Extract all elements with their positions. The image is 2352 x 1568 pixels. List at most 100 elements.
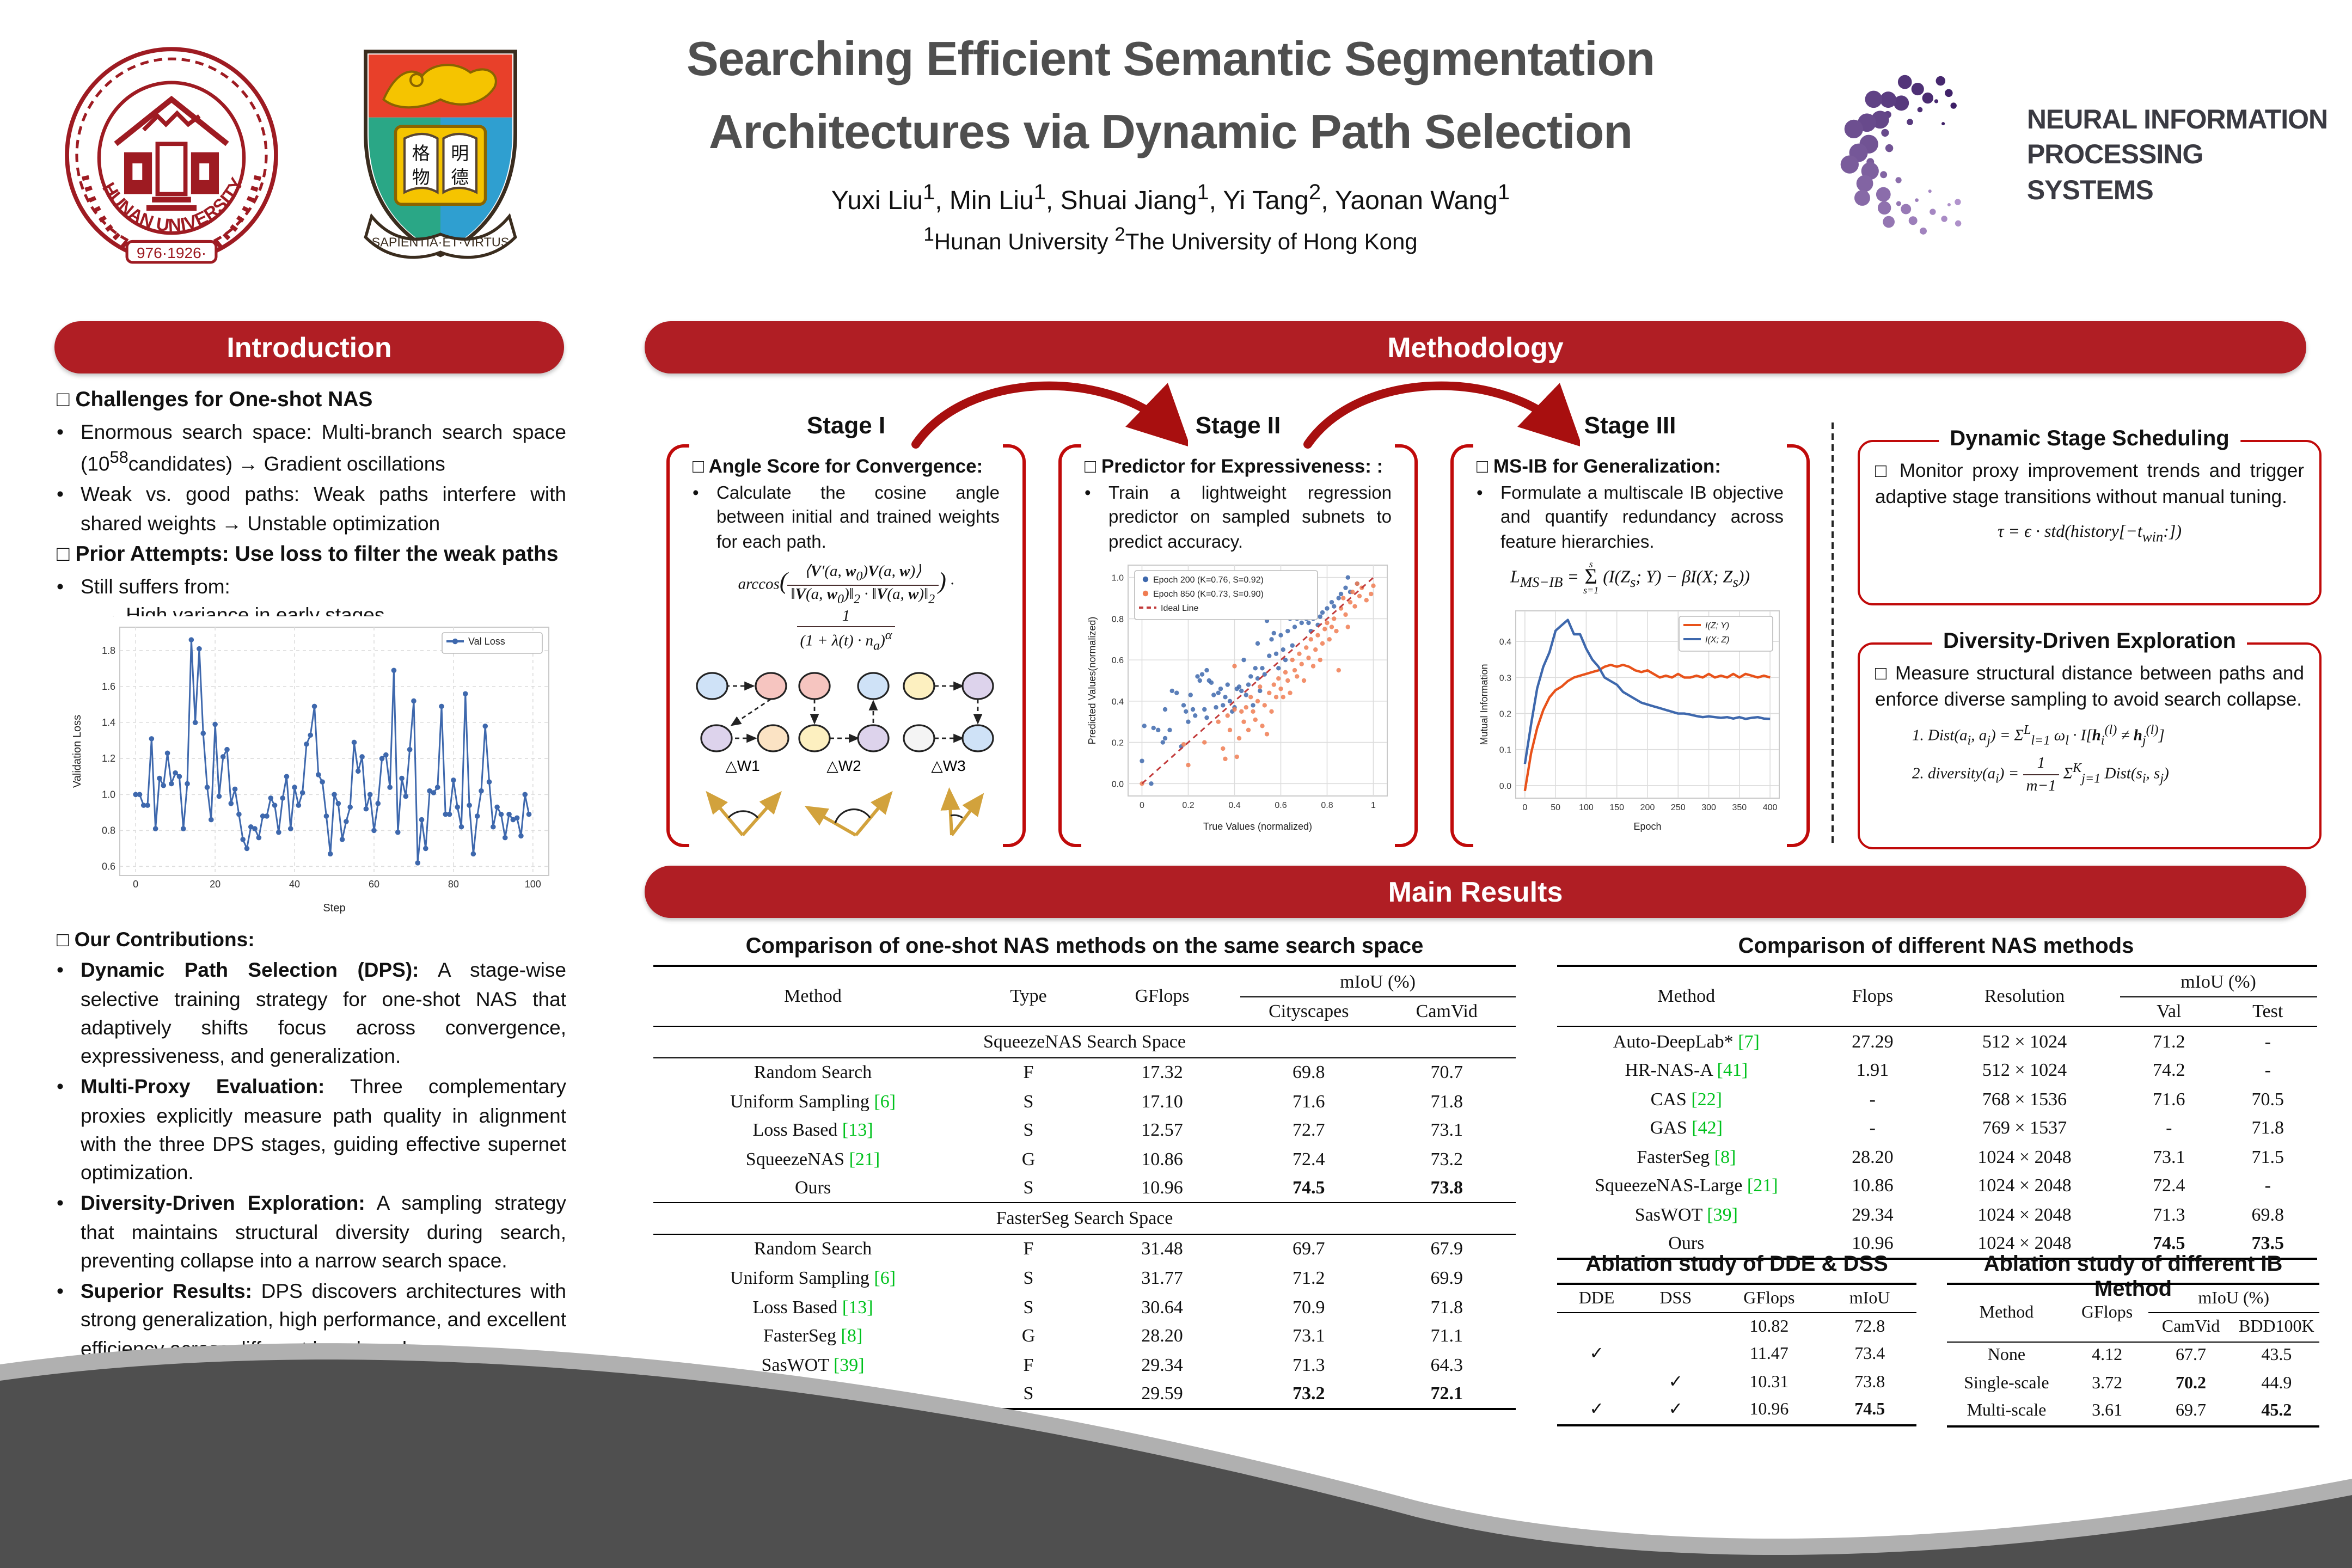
section-banner-methodology: Methodology	[645, 321, 2306, 373]
contribution-item: Multi-Proxy Evaluation: Three complement…	[81, 1075, 566, 1184]
vertical-divider	[1832, 422, 1834, 843]
footer-wave	[0, 1343, 2352, 1568]
stage1-to-stage2-arrow-icon	[911, 381, 1188, 449]
svg-text:I(X; Z): I(X; Z)	[1705, 635, 1729, 645]
svg-text:0.0: 0.0	[1499, 782, 1511, 791]
svg-text:Epoch 200 (K=0.76, S=0.92): Epoch 200 (K=0.76, S=0.92)	[1153, 575, 1264, 585]
svg-text:1.4: 1.4	[102, 717, 115, 728]
ablation-ib-table: Method GFlops mIoU (%) CamVid BDD100K Non…	[1947, 1282, 2319, 1428]
bracket-right-icon	[1003, 444, 1026, 847]
table-row: Random Search F 17.32 69.8 70.7	[754, 1062, 1463, 1083]
table-row: Single-scale 3.72 70.2 44.9	[1964, 1374, 2292, 1393]
svg-text:0.2: 0.2	[1499, 710, 1511, 719]
table-row: Auto-DeepLab* [7] 27.29 512 × 1024 71.2-	[1613, 1031, 2271, 1052]
svg-text:100: 100	[525, 879, 541, 890]
diversity-driven-exploration-panel: Diversity-Driven Exploration □ Measure s…	[1858, 629, 2322, 849]
svg-text:150: 150	[1609, 803, 1624, 812]
svg-text:0.4: 0.4	[1112, 697, 1124, 706]
table-row: FasterSeg Search Space	[653, 1202, 1516, 1235]
dss-formula: τ = ϵ · std(history[−twin:])	[1997, 523, 2182, 545]
intro-bullet: Weak vs. good paths: Weak paths interfer…	[81, 482, 566, 535]
dss-text: □ Monitor proxy improvement trends and t…	[1875, 460, 2304, 508]
dde-formula-2: 2. diversity(ai) = 1 m−1 ΣKj=1 Dist(si, s…	[1875, 752, 2304, 797]
table-row: SasWOT [39] F 29.34 71.3 64.3	[761, 1354, 1463, 1375]
stage1-path-graphs-icon: △W1 △W2 △W3	[696, 672, 994, 775]
svg-text:Epoch 850 (K=0.73, S=0.90): Epoch 850 (K=0.73, S=0.90)	[1153, 590, 1264, 599]
svg-text:200: 200	[1640, 803, 1655, 812]
intro-heading-contributions: □ Our Contributions:	[57, 928, 255, 951]
page-title: Searching Efficient Semantic Segmentatio…	[686, 33, 1655, 86]
contribution-item: Superior Results: DPS discovers architec…	[81, 1279, 566, 1360]
affiliations: 1Hunan University 2The University of Hon…	[923, 223, 1418, 255]
table-row: Multi-scale 3.61 69.7 45.2	[1967, 1401, 2292, 1420]
stage1-formula: arccos(⟨V′(a, w0)V(a, w)⟩ ‖V(a, w0)‖2 · ‖…	[738, 562, 954, 653]
bracket-right-icon	[1395, 444, 1418, 847]
stage3-box: □ MS-IB for Generalization: • Formulate a…	[1450, 444, 1810, 847]
svg-text:0.6: 0.6	[102, 861, 115, 872]
table1-title: Comparison of one-shot NAS methods on th…	[745, 934, 1424, 958]
dynamic-stage-scheduling-panel: Dynamic Stage Scheduling □ Monitor proxy…	[1858, 427, 2322, 605]
table-row: 10.82 72.8	[1749, 1317, 1885, 1336]
bracket-left-icon	[1450, 444, 1473, 847]
stage2-bullet: Train a lightweight regression predictor…	[1108, 483, 1392, 552]
svg-text:0: 0	[133, 879, 138, 890]
table-row: SqueezeNAS Search Space	[653, 1026, 1516, 1058]
table-row: Loss Based [13] S 30.64 70.9 71.8	[752, 1296, 1463, 1318]
table-row: SqueezeNAS [21] G 10.86 72.4 73.2	[745, 1148, 1463, 1169]
svg-text:德: 德	[451, 167, 469, 187]
table-row: FasterSeg [8] 28.20 1024 × 2048 73.1 71.5	[1637, 1146, 2284, 1167]
svg-text:1.6: 1.6	[102, 681, 115, 692]
svg-text:Predicted Values(normalized): Predicted Values(normalized)	[1087, 616, 1098, 744]
intro-heading-prior: □ Prior Attempts: Use loss to filter the…	[57, 542, 559, 566]
svg-text:0: 0	[1140, 801, 1144, 810]
stage1-angle-glyphs-icon	[706, 787, 984, 837]
svg-text:80: 80	[448, 879, 459, 890]
svg-text:0.3: 0.3	[1499, 674, 1511, 683]
ablation1-title: Ablation study of DDE & DSS	[1585, 1252, 1888, 1276]
svg-text:Ideal Line: Ideal Line	[1161, 604, 1198, 613]
intro-heading-challenges: □ Challenges for One-shot NAS	[57, 388, 373, 412]
neurips-logo-text: NEURAL INFORMATION PROCESSING SYSTEMS	[2026, 104, 2328, 206]
table-row: ✓ 10.31 73.8	[1668, 1373, 1885, 1392]
svg-text:△W3: △W3	[931, 758, 966, 775]
dss-panel-title: Dynamic Stage Scheduling	[1939, 427, 2240, 452]
table-row: GAS [42] -769 × 1537-71.8	[1650, 1117, 2284, 1138]
table-row: HR-NAS-A [41] 1.91 512 × 1024 74.2-	[1625, 1059, 2271, 1081]
svg-text:0.4: 0.4	[1228, 801, 1240, 810]
svg-text:50: 50	[1551, 803, 1560, 812]
svg-text:0.0: 0.0	[1112, 780, 1124, 789]
section-banner-introduction: Introduction	[54, 321, 564, 373]
table-row: ✓ ✓ 10.96 74.5	[1589, 1400, 1885, 1419]
neurips-logo: NEURAL INFORMATION PROCESSING SYSTEMS	[1829, 44, 2330, 267]
svg-text:Step: Step	[323, 902, 345, 914]
poster-title-block: Searching Efficient Semantic Segmentatio…	[523, 24, 1818, 256]
hunan-university-logo: HUNAN UNIVERSITY 976·1926·	[65, 47, 278, 264]
validation-loss-chart: 0 20 40 60 80 100 0.6 0.8 1.0 1.2 1.4 1.6 1.8 Step Val…	[70, 616, 558, 915]
authors: Yuxi Liu1, Min Liu1, Shuai Jiang1, Yi Ta…	[831, 180, 1510, 216]
intro-bullet: Enormous search space: Multi-branch sear…	[81, 420, 566, 475]
table-row: Uniform Sampling [6] S 31.77 71.2 69.9	[730, 1267, 1463, 1288]
svg-text:Validation Loss: Validation Loss	[71, 715, 83, 788]
table-row: Random Search F 31.48 69.7 67.9	[754, 1238, 1463, 1259]
stage2-box: □ Predictor for Expressiveness: : • Train…	[1058, 444, 1418, 847]
nas-comparison-table: Method Flops Resolution mIoU (%) Val Test…	[1557, 964, 2317, 1260]
stage1-bullet: Calculate the cosine angle between initi…	[716, 483, 1000, 552]
svg-text:SAPIENTIA·ET·VIRTUS: SAPIENTIA·ET·VIRTUS	[372, 235, 510, 249]
svg-text:20: 20	[210, 879, 220, 890]
bracket-right-icon	[1787, 444, 1810, 847]
svg-text:0: 0	[1522, 803, 1527, 812]
svg-text:Val Loss: Val Loss	[468, 636, 505, 647]
svg-text:350: 350	[1732, 803, 1747, 812]
svg-text:明: 明	[451, 143, 469, 163]
section-banner-main-results: Main Results	[645, 866, 2306, 918]
ablation-dde-dss-table: DDE DSS GFlops mIoU 10.82 72.8 ✓ 11.47 73.4 ✓ 10…	[1557, 1283, 1916, 1426]
svg-text:0.8: 0.8	[102, 825, 115, 836]
table-row: Ours 10.96 1024 × 2048 74.5 73.5	[1668, 1233, 2284, 1254]
table-row: Loss Based [13] S 12.57 72.7 73.1	[752, 1119, 1463, 1141]
table-row: None 4.12 67.7 43.5	[1987, 1346, 2292, 1365]
svg-text:Mutual Information: Mutual Information	[1479, 664, 1490, 745]
svg-text:1.0: 1.0	[102, 789, 115, 800]
stage1-box: □ Angle Score for Convergence: • Calculat…	[666, 444, 1026, 847]
contribution-item: Diversity-Driven Exploration: A sampling…	[81, 1191, 567, 1272]
